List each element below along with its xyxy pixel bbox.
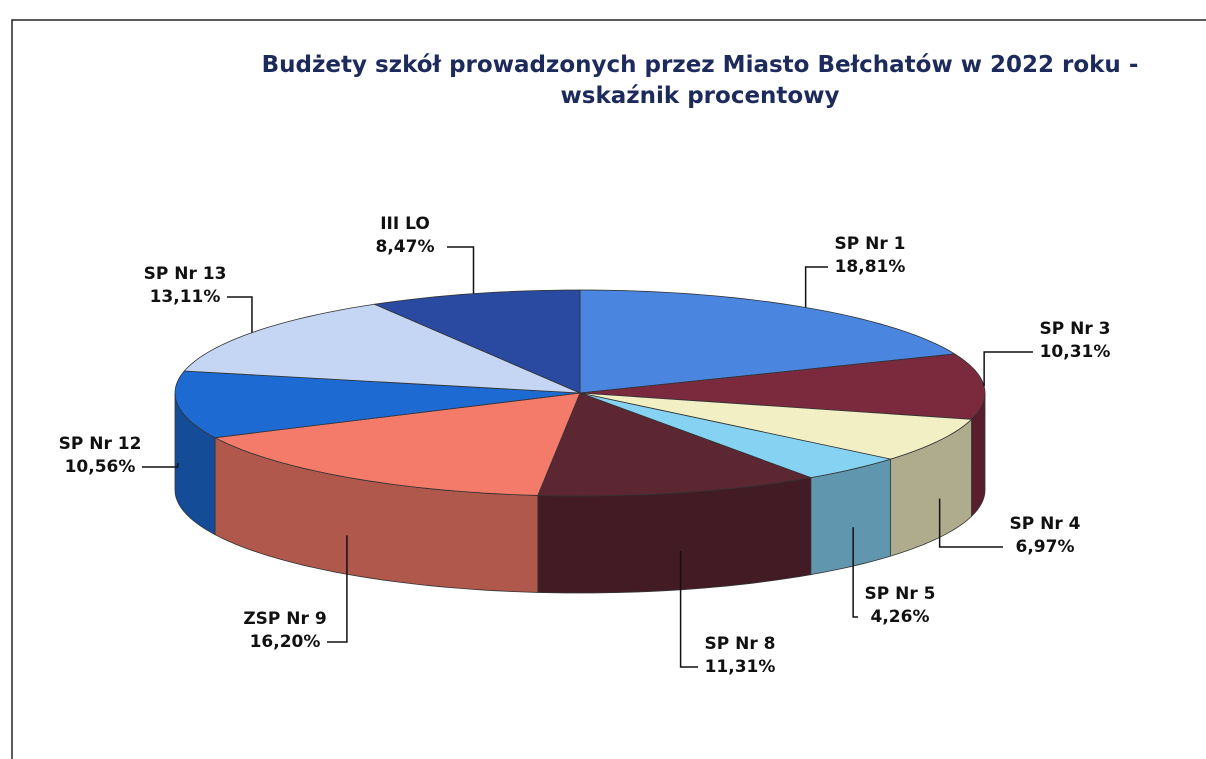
chart-title: wskaźnik procentowy	[561, 83, 840, 109]
slice	[579, 392, 891, 479]
slice	[213, 392, 581, 496]
slice-side	[810, 458, 891, 576]
slice-value-label: 16,20%	[250, 632, 321, 652]
leader-line	[679, 550, 698, 668]
slice-label: SP Nr 8	[705, 634, 776, 654]
slice-label: III LO	[380, 214, 430, 234]
slice	[579, 353, 986, 420]
leader-line	[852, 527, 858, 618]
slice-value-label: 4,26%	[871, 607, 930, 627]
slice-value-label: 8,47%	[376, 237, 435, 257]
slice-value-label: 10,31%	[1040, 342, 1111, 362]
slice-value-label: 13,11%	[150, 287, 221, 307]
slice-label: SP Nr 4	[1010, 514, 1081, 534]
slice	[579, 392, 973, 460]
slice-label: SP Nr 3	[1040, 319, 1111, 339]
slice-label: SP Nr 5	[865, 584, 936, 604]
slice-value-label: 11,31%	[705, 657, 776, 677]
chart-title: Budżety szkół prowadzonych przez Miasto …	[262, 52, 1139, 78]
leader-line	[938, 498, 1003, 548]
slice-value-label: 6,97%	[1016, 537, 1075, 557]
slice-label: SP Nr 13	[144, 264, 227, 284]
frame	[11, 19, 1206, 759]
slice-label: SP Nr 12	[59, 434, 142, 454]
slice-value-label: 18,81%	[835, 257, 906, 277]
leader-line	[227, 296, 253, 333]
slice-label: SP Nr 1	[835, 234, 906, 254]
slice-label: ZSP Nr 9	[243, 609, 326, 629]
leader-line	[327, 535, 348, 643]
slice-value-label: 10,56%	[65, 457, 136, 477]
leader-line	[983, 351, 1033, 387]
leader-line	[804, 266, 828, 308]
leader-line	[142, 463, 179, 468]
leader-line	[447, 246, 475, 294]
slice	[537, 392, 813, 497]
